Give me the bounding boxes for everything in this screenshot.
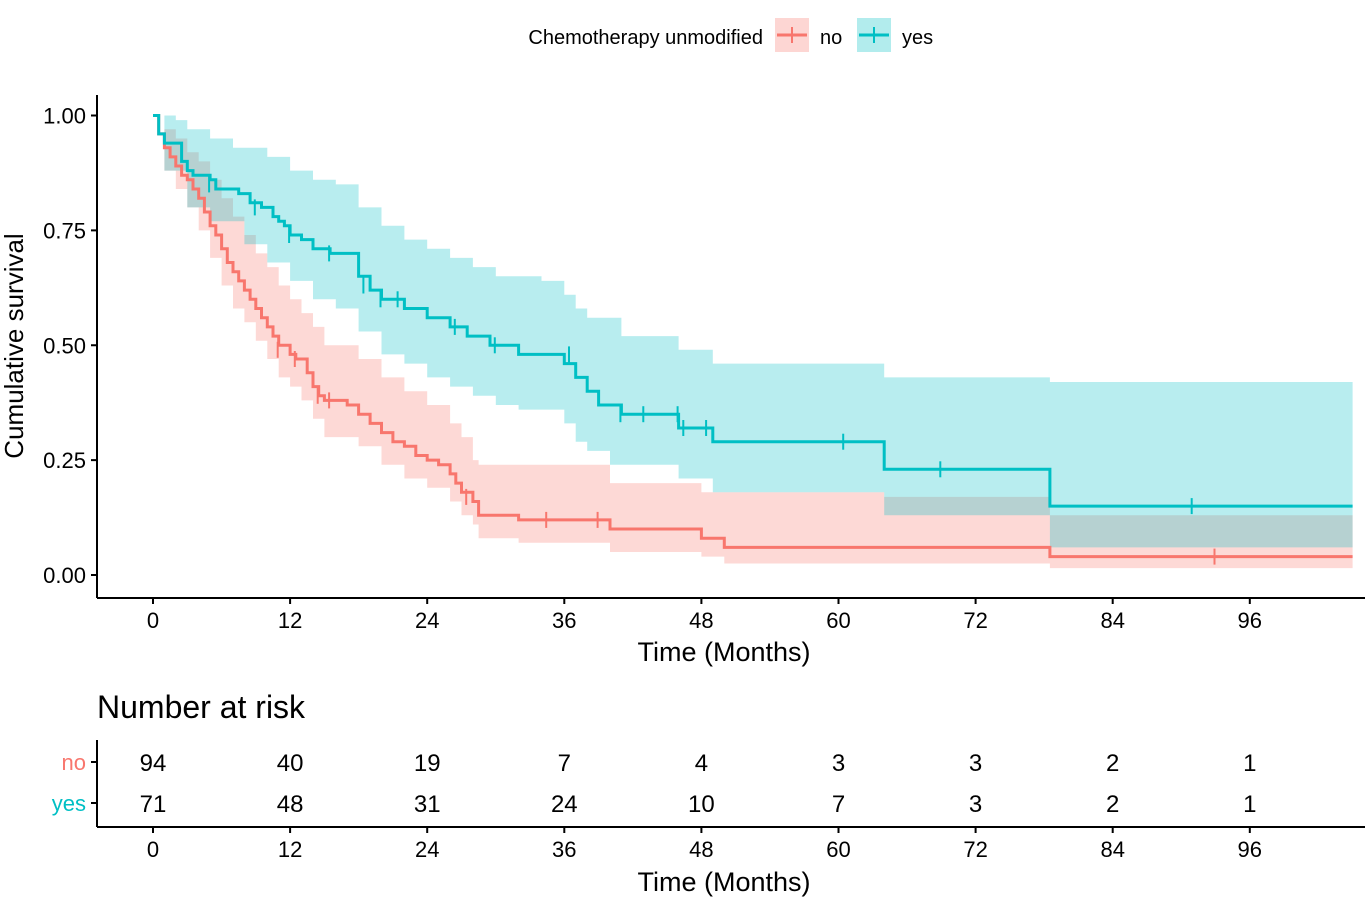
x-tick-label: 84 xyxy=(1100,608,1124,633)
legend-title: Chemotherapy unmodified xyxy=(528,27,763,49)
risk-count-no: 3 xyxy=(832,750,845,777)
risk-x-tick-label: 48 xyxy=(689,837,713,862)
x-tick-label: 96 xyxy=(1238,608,1262,633)
risk-x-tick-label: 36 xyxy=(552,837,576,862)
risk-count-yes: 1 xyxy=(1243,791,1256,818)
risk-count-yes: 2 xyxy=(1106,791,1119,818)
survival-plot xyxy=(153,114,1353,569)
risk-count-no: 2 xyxy=(1106,750,1119,777)
risk-count-no: 19 xyxy=(414,750,441,777)
risk-count-yes: 48 xyxy=(277,791,304,818)
legend-label-yes: yes xyxy=(902,27,933,49)
risk-table-title: Number at risk xyxy=(97,689,306,725)
risk-x-tick-label: 60 xyxy=(826,837,850,862)
legend-label-no: no xyxy=(820,27,842,49)
risk-count-yes: 3 xyxy=(969,791,982,818)
y-tick-label: 0.25 xyxy=(43,448,86,473)
x-tick-label: 72 xyxy=(963,608,987,633)
y-axis-title: Cumulative survival xyxy=(0,233,29,458)
risk-x-tick-label: 12 xyxy=(278,837,302,862)
y-axis-ticks: 0.00 0.25 0.50 0.75 1.00 xyxy=(43,104,97,588)
y-tick-label: 0.75 xyxy=(43,218,86,243)
risk-x-tick-label: 72 xyxy=(963,837,987,862)
y-tick-label: 0.50 xyxy=(43,333,86,358)
x-tick-label: 0 xyxy=(147,608,159,633)
risk-table: no 94 40 19 7 4 3 3 2 1 yes 71 48 31 24 10 7 3 2 1 xyxy=(52,750,1257,818)
x-tick-label: 60 xyxy=(826,608,850,633)
risk-count-no: 40 xyxy=(277,750,304,777)
risk-x-tick-label: 96 xyxy=(1238,837,1262,862)
ci-band-yes xyxy=(153,115,1353,548)
risk-count-no: 3 xyxy=(969,750,982,777)
risk-count-no: 7 xyxy=(558,750,571,777)
y-tick-label: 1.00 xyxy=(43,104,86,129)
legend: Chemotherapy unmodified no yes xyxy=(528,18,933,52)
x-tick-label: 36 xyxy=(552,608,576,633)
risk-count-yes: 31 xyxy=(414,791,441,818)
risk-count-yes: 71 xyxy=(140,791,167,818)
risk-x-tick-label: 24 xyxy=(415,837,439,862)
risk-count-no: 94 xyxy=(140,750,167,777)
y-tick-label: 0.00 xyxy=(43,563,86,588)
risk-table-x-axis-title: Time (Months) xyxy=(637,867,810,897)
risk-count-yes: 24 xyxy=(551,791,578,818)
x-tick-label: 48 xyxy=(689,608,713,633)
risk-table-x-ticks: 0 12 24 36 48 60 72 84 96 xyxy=(147,827,1262,862)
risk-count-yes: 10 xyxy=(688,791,715,818)
x-axis-title: Time (Months) xyxy=(637,637,810,667)
x-tick-label: 12 xyxy=(278,608,302,633)
risk-row-label-no: no xyxy=(62,750,86,775)
risk-count-no: 4 xyxy=(695,750,708,777)
risk-count-yes: 7 xyxy=(832,791,845,818)
ci-band-no xyxy=(153,115,1353,569)
risk-row-label-yes: yes xyxy=(52,791,86,816)
x-tick-label: 24 xyxy=(415,608,439,633)
risk-x-tick-label: 0 xyxy=(147,837,159,862)
risk-count-no: 1 xyxy=(1243,750,1256,777)
risk-x-tick-label: 84 xyxy=(1100,837,1124,862)
x-axis-ticks: 0 12 24 36 48 60 72 84 96 xyxy=(147,598,1262,633)
